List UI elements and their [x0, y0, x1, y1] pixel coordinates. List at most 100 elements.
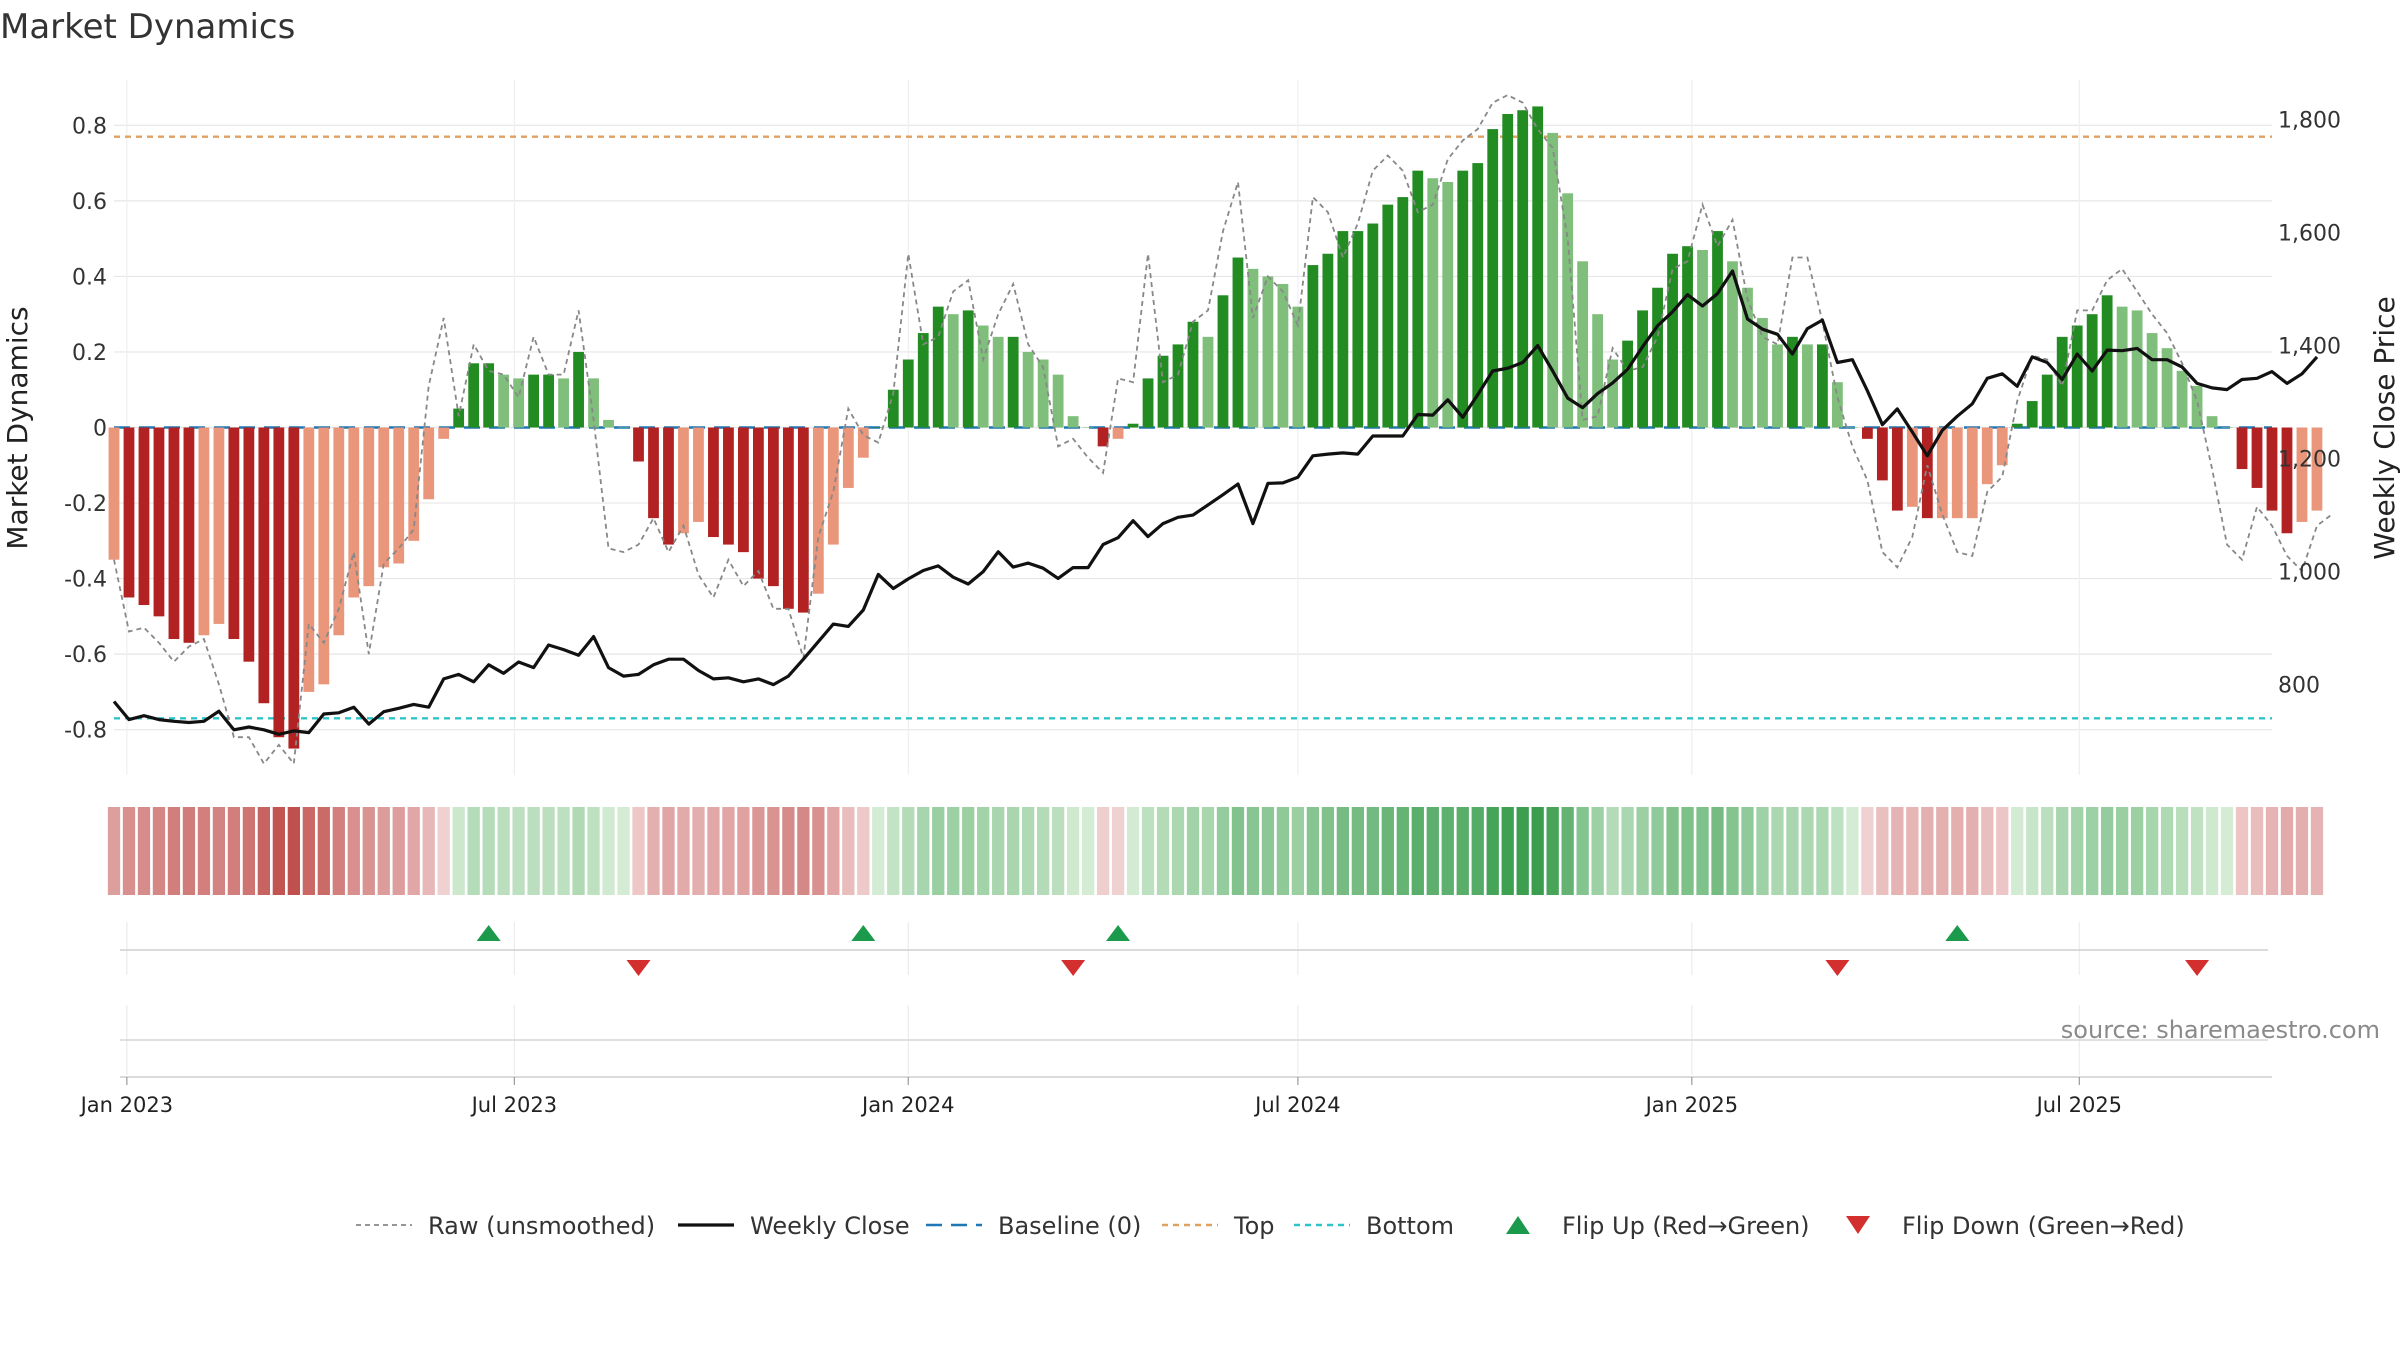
- heat-strip-cell: [467, 807, 480, 895]
- heat-strip-cell: [2310, 807, 2324, 895]
- dynamics-bar: [2071, 325, 2083, 428]
- dynamics-bar: [827, 427, 839, 545]
- heat-strip-cell: [2250, 807, 2264, 895]
- heat-strip-cell: [182, 807, 196, 895]
- heat-strip-cell: [1321, 807, 1335, 895]
- heat-strip-cell: [1921, 807, 1934, 895]
- legend-swatch: [1506, 1216, 1530, 1234]
- y-tick-label: 0.8: [72, 114, 107, 139]
- heat-strip-cell: [1441, 807, 1454, 895]
- dynamics-bar: [1742, 287, 1753, 428]
- heat-strip-cell: [422, 807, 435, 895]
- y-tick-label: 0.4: [72, 265, 107, 290]
- x-tick-label: Jul 2023: [470, 1093, 557, 1117]
- dynamics-bar: [1936, 427, 1948, 519]
- y-tick-label: -0.2: [64, 492, 107, 517]
- dynamics-bar: [1367, 223, 1379, 428]
- heat-strip-cell: [782, 807, 795, 895]
- dynamics-bar: [2176, 370, 2188, 428]
- heat-strip-cell: [932, 807, 945, 895]
- heat-strip-cell: [857, 807, 870, 895]
- dynamics-bar: [1532, 106, 1544, 428]
- dynamics-bar: [1981, 427, 1993, 485]
- heat-strip-cell: [1246, 807, 1260, 895]
- dynamics-bar: [1232, 257, 1244, 428]
- heat-strip-cell: [557, 807, 570, 895]
- dynamics-bar: [1832, 382, 1843, 428]
- dynamics-bar: [108, 427, 120, 560]
- legend-item: Bottom: [1294, 1212, 1454, 1240]
- dynamics-bar: [303, 427, 315, 692]
- dynamics-bar: [1382, 204, 1394, 428]
- heat-strip-cell: [1681, 807, 1694, 895]
- bottom-panel: [120, 1005, 2272, 1078]
- dynamics-bar: [1217, 295, 1229, 428]
- heat-strip-cell: [1981, 807, 1994, 895]
- heat-strip-cell: [2115, 807, 2129, 895]
- dynamics-bar: [183, 427, 195, 643]
- heat-strip-cell: [1756, 807, 1769, 895]
- dynamics-bar: [1876, 427, 1888, 481]
- heat-strip-cell: [602, 807, 615, 895]
- heat-strip-cell: [1576, 807, 1589, 895]
- dynamics-bars: [108, 106, 2323, 749]
- dynamics-bar: [2101, 295, 2113, 428]
- dynamics-bar: [1802, 344, 1813, 428]
- dynamics-bar: [1607, 359, 1619, 428]
- dynamics-bar: [1577, 261, 1589, 428]
- price-and-raw-lines: [112, 94, 2333, 766]
- dynamics-bar: [1127, 423, 1139, 428]
- dynamics-bar: [1637, 310, 1648, 428]
- heat-strip-cell: [542, 807, 555, 895]
- flip-up-marker: [1106, 925, 1131, 941]
- heat-strip-cell: [662, 807, 675, 895]
- dynamics-bar: [618, 427, 629, 428]
- heat-strip-cell: [107, 807, 121, 895]
- dynamics-bar: [378, 427, 390, 568]
- dynamics-bar: [1037, 359, 1049, 428]
- y-tick-label: -0.4: [64, 568, 107, 593]
- dynamics-bar: [1547, 132, 1559, 428]
- heat-strip-cell: [1606, 807, 1619, 895]
- dynamics-bar: [1472, 163, 1484, 428]
- dynamics-bar: [887, 389, 899, 428]
- dynamics-bar: [1322, 253, 1334, 428]
- dynamics-bar: [678, 427, 689, 534]
- heat-strip-cell: [2101, 807, 2114, 895]
- heat-strip-cell: [437, 807, 450, 895]
- heat-strip-cell: [152, 807, 166, 895]
- dynamics-bar: [633, 427, 644, 462]
- dynamics-bar: [693, 427, 704, 522]
- weekly-close-line: [112, 269, 2319, 736]
- flip-down-marker: [2185, 960, 2210, 976]
- heat-strip-cell: [2041, 807, 2054, 895]
- dynamics-bar: [153, 427, 165, 617]
- dynamics-bar: [1457, 170, 1469, 428]
- dynamics-bar: [1697, 249, 1708, 428]
- heat-strip-cell: [2265, 807, 2279, 895]
- dynamics-bar: [543, 374, 554, 428]
- heat-strip-cell: [392, 807, 405, 895]
- heat-strip-cell: [287, 807, 300, 895]
- heat-strip-cell: [482, 807, 495, 895]
- dynamics-bar: [243, 427, 255, 662]
- heat-strip-cell: [1936, 807, 1949, 895]
- heat-strip-cell: [1861, 807, 1874, 895]
- dynamics-bar: [2011, 423, 2023, 428]
- heat-strip-cell: [452, 807, 465, 895]
- heat-strip-cell: [917, 807, 930, 895]
- dynamics-bar: [723, 427, 734, 545]
- heat-strip-cell: [1081, 807, 1095, 895]
- heat-strip-cell: [587, 807, 600, 895]
- legend: Raw (unsmoothed) Weekly Close Baseline (0)…: [356, 1212, 2185, 1240]
- x-tick-label: Jan 2023: [79, 1093, 174, 1117]
- heat-strip-cell: [1036, 807, 1050, 895]
- heat-strip-cell: [242, 807, 256, 895]
- dynamics-bar: [1517, 110, 1529, 428]
- heat-strip-cell: [527, 807, 540, 895]
- dynamics-bar: [1007, 336, 1019, 428]
- dynamics-bar: [1667, 253, 1678, 428]
- source-note: source: sharemaestro.com: [2061, 1016, 2380, 1044]
- dynamics-bar: [1202, 336, 1214, 428]
- heat-strip-cell: [2130, 807, 2144, 895]
